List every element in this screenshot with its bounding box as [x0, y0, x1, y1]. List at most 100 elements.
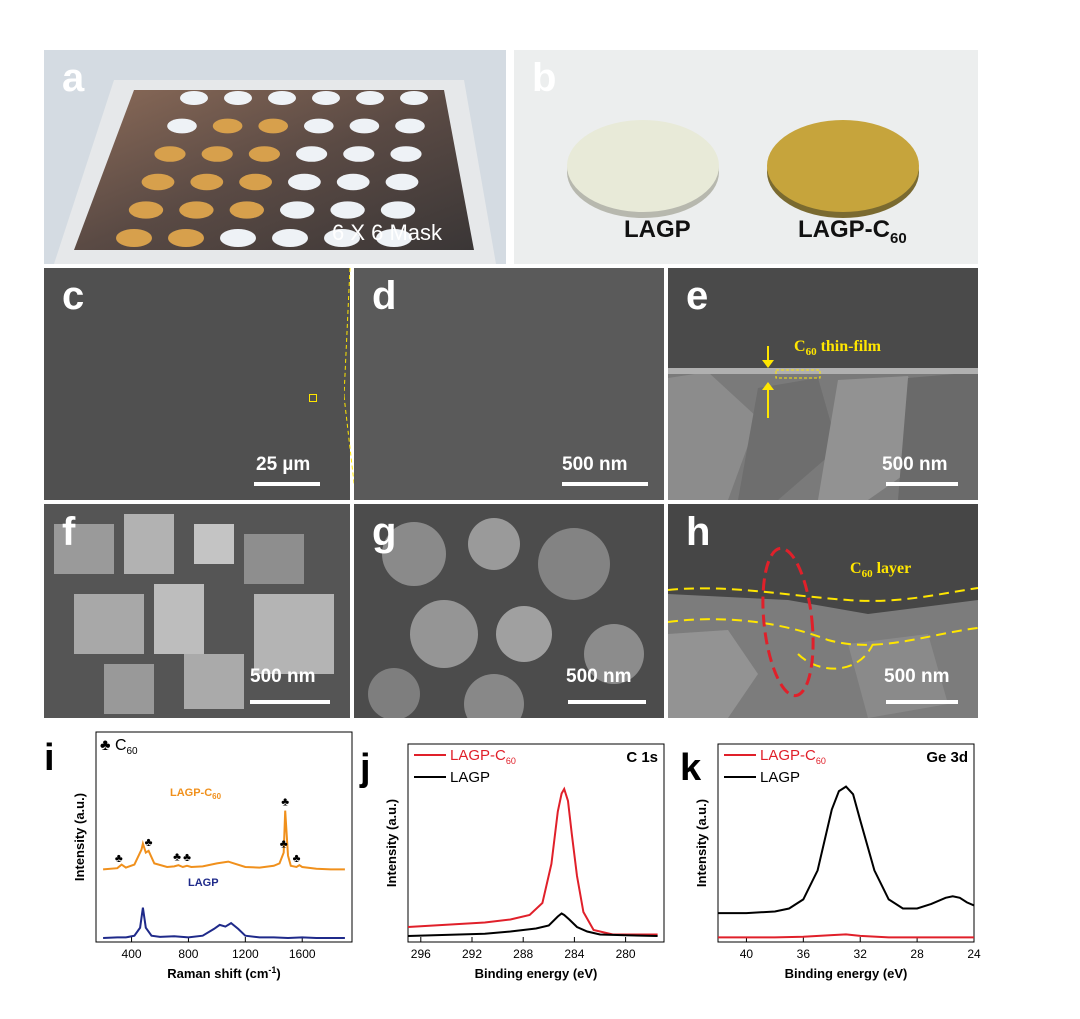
lagp-c60-label-sub: 60 [890, 229, 907, 247]
mask-hole [400, 91, 428, 105]
lagp-c60-label-main: LAGP-C [798, 216, 890, 243]
panel-label-k: k [680, 747, 702, 789]
zoom-box [309, 394, 317, 402]
x-axis-label-sup: -1 [268, 965, 276, 975]
x-tick-label: 280 [616, 947, 636, 961]
scale-bar-g [568, 700, 646, 704]
scale-bar-e [886, 482, 958, 486]
lagp-disk [567, 120, 719, 212]
grains-g [368, 518, 644, 718]
mask-hole [395, 118, 425, 134]
mask-hole [167, 118, 197, 134]
legend-entry: LAGP-C60 [760, 747, 826, 766]
panel-label-i: i [44, 737, 55, 779]
mask-hole [330, 201, 365, 219]
chart-title: Ge 3d [926, 749, 968, 766]
chart-title: C 1s [626, 749, 658, 766]
mask-hole [380, 201, 416, 219]
c60-marker: ♣ [281, 795, 289, 809]
cross-section-e [668, 346, 978, 500]
scale-label-g: 500 nm [566, 666, 632, 687]
series-line-lagp-c [718, 933, 974, 939]
panel-a-photo: a 6 X 6 Mask [44, 50, 506, 264]
mask-hole [168, 229, 204, 247]
mask-hole [296, 146, 328, 162]
x-tick-label: 24 [967, 947, 981, 961]
mask-hole [268, 91, 296, 105]
cross-section-h [668, 546, 978, 718]
x-axis-label: Binding energy (eV) [475, 966, 598, 981]
scale-label-h: 500 nm [884, 666, 950, 687]
x-tick-label: 288 [513, 947, 533, 961]
panel-label-b: b [532, 56, 557, 100]
x-axis-label: Raman shift (cm-1) [167, 965, 281, 981]
legend-entry-sub: 60 [816, 756, 826, 766]
mask-hole [229, 201, 264, 219]
c60-layer-label-main: C [850, 560, 862, 577]
series-label-lagp-c60: LAGP-C60 [170, 787, 222, 801]
panel-d-sem: d 500 nm [354, 268, 664, 500]
x-tick-label: 292 [462, 947, 482, 961]
x-axis-label-end: ) [276, 966, 280, 981]
c60-marker: ♣ [115, 851, 123, 865]
series-label-lagp: LAGP [188, 877, 219, 889]
mask-hole [248, 146, 280, 162]
disks-photo [567, 120, 919, 218]
mask-hole [220, 229, 256, 247]
x-tick-label: 1200 [232, 947, 259, 961]
legend-title-sub: 60 [127, 746, 139, 757]
mask-hole [258, 118, 288, 134]
chart-frame [95, 731, 353, 943]
scale-label-c: 25 µm [256, 454, 311, 475]
panel-label-f: f [62, 510, 76, 554]
mask-hole [390, 146, 422, 162]
c60-marker: ♣ [293, 851, 301, 865]
x-tick-label: 296 [411, 947, 431, 961]
series-line-lagp-c [103, 810, 345, 871]
panel-c-sem: c 25 µm [44, 268, 350, 500]
panel-label-h: h [686, 510, 711, 554]
panel-h-sem: h C60 layer 500 nm [668, 504, 978, 718]
x-tick-label: 28 [910, 947, 924, 961]
mask-holes [116, 91, 428, 247]
mask-hole [180, 91, 208, 105]
panel-label-a: a [62, 56, 85, 100]
y-axis-label: Intensity (a.u.) [384, 799, 399, 887]
mask-hole [304, 118, 334, 134]
c60-layer-label-rest: layer [872, 560, 912, 577]
panel-e-sem: e C60 thin-film 500 nm [668, 268, 978, 500]
mask-caption: 6 X 6 Mask [332, 220, 443, 245]
panel-label-c: c [62, 274, 85, 318]
x-tick-label: 1600 [289, 947, 316, 961]
mask-hole [179, 201, 214, 219]
mask-hole [201, 146, 233, 162]
panel-f-sem: f 500 nm [44, 504, 350, 718]
panel-g-sem: g 500 nm [354, 504, 664, 718]
x-tick-label: 284 [564, 947, 584, 961]
scale-bar-h [886, 700, 958, 704]
mask-hole [190, 173, 224, 191]
x-tick-label: 800 [178, 947, 198, 961]
series-label-lagp-c60-sub: 60 [212, 792, 221, 801]
c60-thin-film-label-sub: 60 [805, 346, 817, 359]
panel-b-photo: b LAGP LAGP-C60 [514, 50, 978, 264]
x-tick-label: 40 [740, 947, 754, 961]
chart-frame [717, 743, 975, 943]
legend-entry: LAGP [450, 769, 490, 786]
legend-entry: LAGP-C60 [450, 747, 516, 766]
mask-hole [272, 229, 308, 247]
lagp-c60-disk [767, 120, 919, 212]
mask-hole [312, 91, 340, 105]
chart-j: 296 292 288 284 280 Binding energy (eV) Intens… [359, 743, 665, 981]
mask-hole [385, 173, 419, 191]
legend-title: ♣ C60 [100, 737, 138, 757]
x-tick-label: 32 [854, 947, 868, 961]
chart-i: 400 800 1200 1600 Raman shift (cm-1) Intensit… [44, 731, 353, 981]
scale-bar-f [250, 700, 330, 704]
c60-marker: ♣ [173, 850, 181, 864]
mask-hole [288, 173, 321, 191]
x-axis-label: Binding energy (eV) [785, 966, 908, 981]
scale-label-f: 500 nm [250, 666, 316, 687]
c60-thin-film-label-main: C [794, 338, 806, 355]
lagp-c60-label: LAGP-C60 [798, 216, 907, 247]
